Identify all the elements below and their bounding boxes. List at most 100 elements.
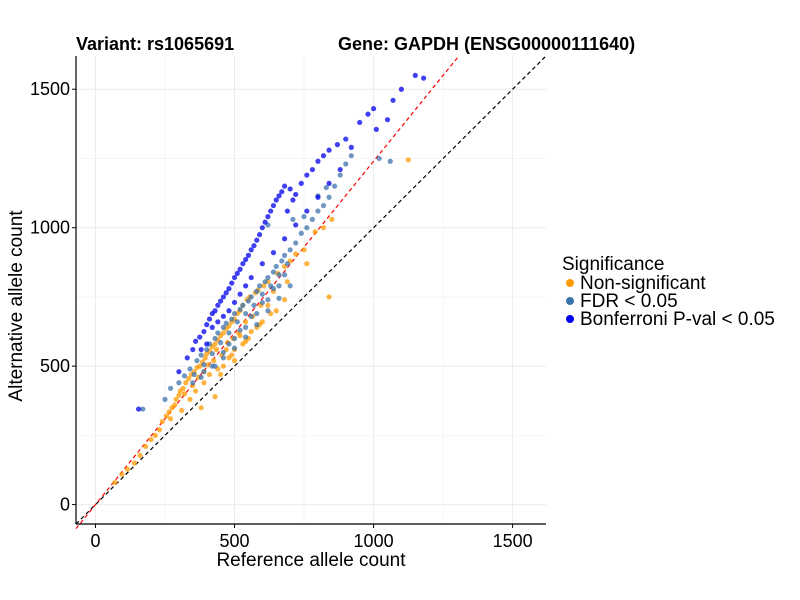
legend: Significance Non-significant FDR < 0.05 … xyxy=(562,254,775,330)
data-point-fdr-0-05 xyxy=(194,358,200,364)
data-point-non-significant xyxy=(124,466,131,472)
data-point-fdr-0-05 xyxy=(270,269,277,275)
data-point-fdr-0-05 xyxy=(259,299,265,306)
data-point-bonferroni-p-val-0-05 xyxy=(135,406,142,412)
x-tick-label: 1500 xyxy=(493,531,533,551)
data-point-fdr-0-05 xyxy=(181,373,188,379)
data-point-fdr-0-05 xyxy=(220,349,226,355)
data-point-bonferroni-p-val-0-05 xyxy=(231,299,238,306)
data-point-fdr-0-05 xyxy=(259,291,265,297)
data-point-fdr-0-05 xyxy=(273,263,279,270)
data-point-bonferroni-p-val-0-05 xyxy=(206,316,213,322)
data-point-bonferroni-p-val-0-05 xyxy=(281,236,288,242)
legend-title: Significance xyxy=(562,254,664,275)
data-point-bonferroni-p-val-0-05 xyxy=(218,298,224,304)
data-point-fdr-0-05 xyxy=(332,183,338,189)
data-point-non-significant xyxy=(284,279,290,285)
data-point-bonferroni-p-val-0-05 xyxy=(201,328,207,335)
chart-title-gene: Gene: GAPDH (ENSG00000111640) xyxy=(338,34,635,54)
data-point-fdr-0-05 xyxy=(326,194,332,200)
data-point-non-significant xyxy=(183,380,189,386)
data-point-bonferroni-p-val-0-05 xyxy=(370,106,377,112)
data-point-bonferroni-p-val-0-05 xyxy=(243,283,249,289)
x-axis-label: Reference allele count xyxy=(216,550,406,571)
data-point-bonferroni-p-val-0-05 xyxy=(226,308,232,314)
data-point-bonferroni-p-val-0-05 xyxy=(421,75,427,81)
data-point-non-significant xyxy=(198,405,204,411)
data-point-bonferroni-p-val-0-05 xyxy=(262,219,268,225)
data-point-non-significant xyxy=(131,460,138,466)
data-point-fdr-0-05 xyxy=(237,327,243,333)
data-point-fdr-0-05 xyxy=(262,279,268,285)
data-point-fdr-0-05 xyxy=(281,272,288,278)
data-point-fdr-0-05 xyxy=(256,283,263,289)
data-point-fdr-0-05 xyxy=(251,302,257,308)
data-point-bonferroni-p-val-0-05 xyxy=(298,180,304,186)
data-point-bonferroni-p-val-0-05 xyxy=(265,214,271,220)
data-point-fdr-0-05 xyxy=(198,352,204,358)
data-point-fdr-0-05 xyxy=(265,308,271,314)
data-point-fdr-0-05 xyxy=(320,202,327,209)
data-point-fdr-0-05 xyxy=(234,319,240,325)
data-point-fdr-0-05 xyxy=(176,380,182,386)
data-point-non-significant xyxy=(205,362,211,368)
data-point-fdr-0-05 xyxy=(218,340,224,346)
legend-label-bonferroni: Bonferroni P-val < 0.05 xyxy=(580,309,775,330)
data-point-non-significant xyxy=(218,371,224,378)
data-point-fdr-0-05 xyxy=(304,225,310,231)
data-point-fdr-0-05 xyxy=(209,351,215,357)
data-point-fdr-0-05 xyxy=(248,294,254,300)
data-point-non-significant xyxy=(229,352,235,358)
data-point-bonferroni-p-val-0-05 xyxy=(365,111,371,117)
data-point-fdr-0-05 xyxy=(276,283,282,289)
data-point-fdr-0-05 xyxy=(220,355,226,361)
data-point-fdr-0-05 xyxy=(209,363,215,369)
data-point-bonferroni-p-val-0-05 xyxy=(256,232,263,238)
data-point-bonferroni-p-val-0-05 xyxy=(273,197,279,203)
data-point-fdr-0-05 xyxy=(204,346,210,353)
data-point-non-significant xyxy=(176,392,182,398)
data-point-non-significant xyxy=(201,380,207,386)
data-point-non-significant xyxy=(156,427,163,433)
legend-swatch-bonferroni xyxy=(566,315,574,323)
y-tick-label: 1500 xyxy=(30,79,70,99)
data-point-non-significant xyxy=(243,338,249,344)
data-point-bonferroni-p-val-0-05 xyxy=(220,313,226,319)
data-point-fdr-0-05 xyxy=(309,216,315,222)
y-tick-label: 0 xyxy=(60,495,70,515)
data-point-bonferroni-p-val-0-05 xyxy=(251,243,257,249)
data-point-fdr-0-05 xyxy=(265,297,271,303)
data-point-non-significant xyxy=(312,229,318,235)
x-tick-label: 1000 xyxy=(354,531,394,551)
data-point-bonferroni-p-val-0-05 xyxy=(287,186,293,192)
data-point-fdr-0-05 xyxy=(243,334,249,340)
data-point-fdr-0-05 xyxy=(140,406,146,412)
data-point-bonferroni-p-val-0-05 xyxy=(290,197,296,203)
data-point-bonferroni-p-val-0-05 xyxy=(259,261,265,267)
data-point-non-significant xyxy=(212,341,218,347)
axis-ticks: 0 500 1000 1500 0 500 1000 1500 xyxy=(30,79,533,551)
data-point-non-significant xyxy=(281,297,288,303)
data-point-non-significant xyxy=(192,388,199,394)
data-point-non-significant xyxy=(243,319,249,325)
legend-label-non-significant: Non-significant xyxy=(580,273,706,294)
data-point-fdr-0-05 xyxy=(237,306,243,312)
data-point-non-significant xyxy=(181,391,188,397)
data-point-fdr-0-05 xyxy=(376,155,382,162)
data-point-bonferroni-p-val-0-05 xyxy=(237,291,243,297)
data-point-non-significant xyxy=(405,157,411,163)
data-point-non-significant xyxy=(186,376,192,382)
data-point-non-significant xyxy=(320,225,327,231)
data-points xyxy=(112,72,427,486)
data-point-fdr-0-05 xyxy=(276,272,282,278)
data-point-fdr-0-05 xyxy=(212,335,218,342)
data-point-bonferroni-p-val-0-05 xyxy=(220,294,226,300)
data-point-bonferroni-p-val-0-05 xyxy=(315,194,321,200)
data-point-bonferroni-p-val-0-05 xyxy=(357,119,363,126)
data-point-bonferroni-p-val-0-05 xyxy=(192,338,199,344)
data-point-bonferroni-p-val-0-05 xyxy=(268,208,274,214)
legend-label-fdr: FDR < 0.05 xyxy=(580,291,678,312)
data-point-bonferroni-p-val-0-05 xyxy=(337,166,343,173)
data-point-bonferroni-p-val-0-05 xyxy=(176,369,182,375)
data-point-non-significant xyxy=(119,471,125,477)
